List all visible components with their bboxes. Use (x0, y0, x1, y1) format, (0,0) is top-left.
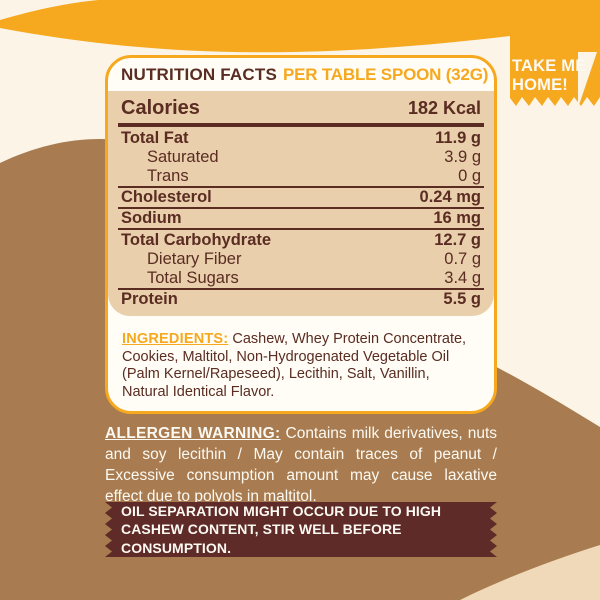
row-value: 182 Kcal (407, 97, 481, 118)
nutrition-row-total-fat: Total Fat 11.9 g (108, 129, 494, 148)
nutrition-table: Calories 182 Kcal Total Fat 11.9 g Satur… (108, 91, 494, 317)
row-value: 16 mg (433, 209, 481, 228)
nutrition-row-dietary-fiber: Dietary Fiber 0.7 g (108, 250, 494, 269)
badge-fold-notch (578, 52, 597, 108)
nutrition-facts-title: NUTRITION FACTS (121, 65, 277, 84)
card-title: NUTRITION FACTS PER TABLE SPOON (32G) (108, 58, 494, 91)
orange-band-shape (0, 0, 600, 106)
take-me-home-badge: TAKE ME HOME! (512, 57, 592, 95)
row-label: Trans (147, 166, 189, 185)
nutrition-row-cholesterol: Cholesterol 0.24 mg (108, 188, 494, 207)
ingredients-text: Cashew, Whey Protein Concentrate, Cookie… (122, 331, 467, 400)
row-value: 3.4 g (444, 268, 481, 287)
ingredients-paragraph: INGREDIENTS: Cashew, Whey Protein Concen… (108, 316, 494, 401)
serving-size-text: PER TABLE SPOON (32G) (283, 65, 489, 84)
row-label: Protein (121, 290, 178, 309)
row-label: Calories (121, 96, 200, 119)
row-value: 0.7 g (444, 249, 481, 268)
row-label: Dietary Fiber (147, 249, 242, 268)
nutrition-row-protein: Protein 5.5 g (108, 290, 494, 309)
row-label: Cholesterol (121, 188, 212, 207)
row-value: 3.9 g (444, 147, 481, 166)
divider (118, 228, 484, 231)
divider (118, 123, 484, 127)
nutrition-row-total-sugars: Total Sugars 3.4 g (108, 269, 494, 288)
row-value: 0.24 mg (419, 188, 481, 207)
nutrition-row-saturated: Saturated 3.9 g (108, 148, 494, 167)
row-value: 12.7 g (434, 230, 481, 249)
row-label: Total Sugars (147, 268, 239, 287)
row-label: Sodium (121, 209, 182, 228)
nutrition-facts-card: NUTRITION FACTS PER TABLE SPOON (32G) Ca… (105, 55, 497, 414)
allergen-warning-paragraph: ALLERGEN WARNING: Contains milk derivati… (105, 423, 497, 507)
row-label: Total Fat (121, 128, 189, 147)
allergen-warning-label: ALLERGEN WARNING: (105, 425, 281, 442)
calories-row: Calories 182 Kcal (108, 94, 494, 122)
badge-line-2: HOME! (512, 76, 568, 94)
badge-line-1: TAKE ME (512, 57, 587, 75)
ingredients-label: INGREDIENTS: (122, 331, 229, 348)
nutrition-row-total-carbohydrate: Total Carbohydrate 12.7 g (108, 230, 494, 249)
oil-separation-text: OIL SEPARATION MIGHT OCCUR DUE TO HIGH C… (121, 502, 442, 556)
divider (118, 186, 484, 189)
nutrition-row-trans: Trans 0 g (108, 167, 494, 186)
row-value: 0 g (458, 166, 481, 185)
row-label: Saturated (147, 147, 219, 166)
row-label: Total Carbohydrate (121, 230, 272, 249)
allergen-warning-text: Contains milk derivatives, nuts and soy … (105, 425, 498, 505)
nutrition-row-sodium: Sodium 16 mg (108, 209, 494, 228)
row-value: 5.5 g (443, 290, 481, 309)
oil-separation-ribbon: OIL SEPARATION MIGHT OCCUR DUE TO HIGH C… (105, 502, 497, 557)
pale-corner-shape (460, 545, 600, 600)
row-value: 11.9 g (435, 128, 481, 147)
divider (118, 288, 484, 290)
divider (118, 207, 484, 210)
